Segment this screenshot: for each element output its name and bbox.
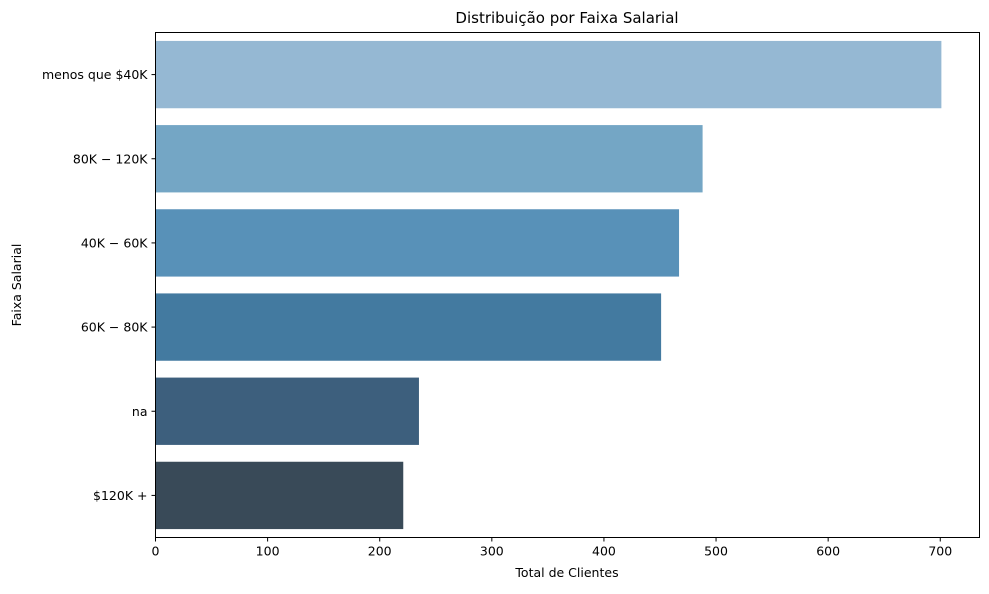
- bar-4: [155, 377, 419, 445]
- x-tick-label-3: 300: [480, 544, 504, 559]
- x-tick-label-1: 100: [256, 544, 280, 559]
- y-axis-label: Faixa Salarial: [9, 244, 24, 327]
- x-tick-label-5: 500: [704, 544, 728, 559]
- chart-title: Distribuição por Faixa Salarial: [455, 9, 678, 27]
- bar-2: [155, 209, 680, 277]
- x-tick-label-2: 200: [368, 544, 392, 559]
- x-tick-label-0: 0: [152, 544, 160, 559]
- x-tick-label-6: 600: [816, 544, 840, 559]
- y-tick-label-5: $120K +: [93, 488, 147, 503]
- x-tick-label-7: 700: [928, 544, 952, 559]
- bars-group: [155, 40, 942, 530]
- plot-frame: [155, 32, 980, 538]
- y-tick-label-3: 60K − 80K: [81, 320, 148, 335]
- x-tick-label-4: 400: [592, 544, 616, 559]
- y-tick-label-0: menos que $40K: [42, 67, 148, 82]
- bar-0: [155, 40, 942, 109]
- y-tick-label-4: na: [132, 404, 148, 419]
- bar-1: [155, 125, 703, 193]
- x-axis-ticks: 0 100 200 300 400 500 600 700: [152, 537, 952, 559]
- y-axis-ticks: menos que $40K 80K − 120K 40K − 60K 60K − 8…: [42, 67, 156, 503]
- x-axis-label: Total de Clientes: [514, 565, 618, 580]
- y-tick-label-2: 40K − 60K: [81, 235, 148, 250]
- bar-5: [155, 461, 404, 530]
- bar-3: [155, 293, 662, 361]
- y-tick-label-1: 80K − 120K: [73, 151, 148, 166]
